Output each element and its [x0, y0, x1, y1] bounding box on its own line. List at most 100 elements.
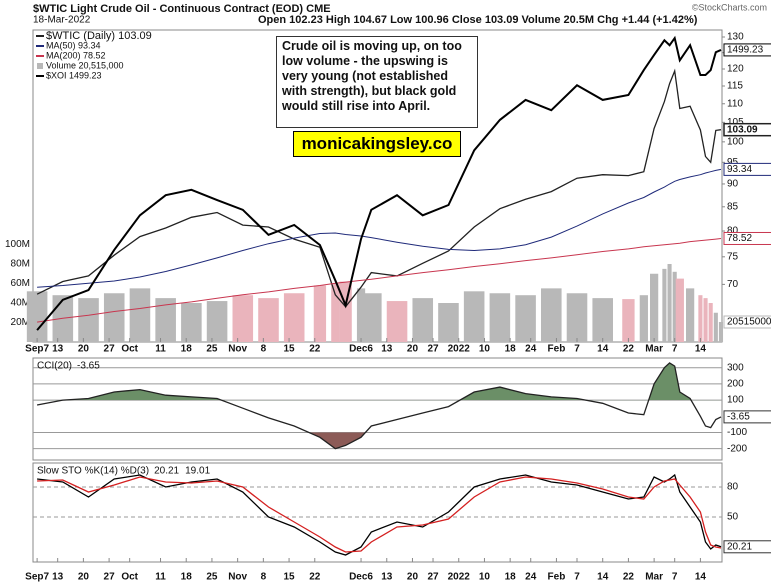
- y-tick-label: 80: [727, 482, 739, 493]
- volume-bar: [686, 288, 695, 342]
- y-tick-label: 110: [727, 98, 743, 109]
- y-tick-label: 130: [727, 32, 744, 43]
- panel-title: Slow STO %K(14) %D(3): [37, 466, 149, 477]
- x-tick-label: Oct: [121, 344, 138, 355]
- last-value-label: 78.52: [727, 233, 752, 244]
- y-tick-label: 80: [727, 226, 739, 237]
- volume-bar: [155, 298, 176, 342]
- x-tick-label: 18: [505, 344, 517, 355]
- volume-bar: [386, 301, 408, 342]
- x-tick-label: 13: [381, 344, 393, 355]
- last-value-box: [723, 43, 771, 57]
- x-tick-label: 10: [479, 344, 491, 355]
- y-tick-label: 100: [727, 395, 744, 406]
- volume-bar: [412, 298, 434, 342]
- x-tick-label: 22: [623, 572, 635, 583]
- panel-title: CCI(20): [37, 361, 72, 372]
- x-tick-label: 18: [181, 344, 193, 355]
- volume-bar: [515, 295, 536, 342]
- legend-label: MA(200) 78.52: [46, 50, 106, 60]
- volume-bar: [622, 299, 635, 342]
- x-tick-label: 24: [525, 344, 537, 355]
- sto-panel: [32, 462, 723, 563]
- x-tick-label: 20: [78, 344, 90, 355]
- annotation: Crude oil is moving up, on too low volum…: [276, 36, 478, 128]
- source: ©StockCharts.com: [692, 2, 767, 12]
- x-tick-label: 15: [283, 572, 295, 583]
- x-tick-label: 27: [104, 572, 116, 583]
- volume-bar: [283, 293, 305, 342]
- y-tick-label: 85: [727, 201, 739, 212]
- x-tick-label: 10: [479, 572, 491, 583]
- x-tick-label: 27: [104, 344, 116, 355]
- last-value-label: 1499.23: [727, 45, 764, 56]
- volume-bar: [667, 264, 672, 342]
- volume-tick-label: 40M: [11, 298, 30, 309]
- y-tick-label: 200: [727, 379, 744, 390]
- volume-bar: [331, 283, 340, 342]
- volume-bar: [129, 288, 151, 342]
- y-tick-label: 70: [727, 279, 739, 290]
- volume-bar: [662, 268, 667, 342]
- x-tick-label: 22: [623, 344, 635, 355]
- legend-label: $XOI 1499.23: [46, 70, 102, 80]
- x-tick-label: 13: [381, 572, 393, 583]
- quote: Open 102.23 High 104.67 Low 100.96 Close…: [258, 14, 698, 26]
- volume-tick-label: 60M: [11, 278, 30, 289]
- volume-bar: [675, 278, 684, 342]
- legend-swatch: [37, 63, 43, 69]
- volume-bar: [258, 298, 279, 342]
- x-tick-label: Feb: [548, 572, 566, 583]
- last-value-box: [723, 231, 771, 245]
- x-tick-label: 14: [597, 572, 609, 583]
- x-tick-label: 7: [574, 572, 580, 583]
- x-tick-label: 22: [309, 572, 321, 583]
- last-value-box: [723, 540, 771, 554]
- panel-last-value: -3.65: [77, 361, 100, 372]
- volume-tick-label: 100M: [5, 239, 30, 250]
- last-value-label: 103.09: [727, 124, 758, 135]
- y-tick-label: 300: [727, 362, 744, 373]
- y-tick-label: 90: [727, 179, 739, 190]
- x-tick-label: 25: [206, 344, 218, 355]
- y-tick-label: 95: [727, 157, 739, 168]
- volume-bar: [206, 301, 228, 342]
- series-line: [37, 168, 722, 288]
- chart-title: $WTIC Light Crude Oil - Continuous Contr…: [33, 3, 331, 15]
- panel-last-value: 19.01: [185, 466, 210, 477]
- x-tick-label: 18: [505, 572, 517, 583]
- x-tick-label: Nov: [228, 572, 247, 583]
- chart-date: 18-Mar-2022: [33, 15, 91, 26]
- volume-bar: [232, 295, 254, 342]
- last-value-box: [723, 410, 771, 424]
- volume-bar: [361, 293, 382, 342]
- y-tick-label: 120: [727, 64, 744, 75]
- volume-bar: [181, 303, 202, 342]
- x-tick-label: 2022: [448, 344, 471, 355]
- x-tick-label: 8: [261, 572, 267, 583]
- legend-label: $WTIC (Daily) 103.09: [46, 30, 152, 42]
- x-tick-label: Mar: [645, 572, 663, 583]
- volume-bar: [103, 293, 125, 342]
- y-tick-label: -100: [727, 427, 747, 438]
- x-tick-label: 27: [427, 572, 439, 583]
- x-tick-label: 13: [52, 344, 64, 355]
- volume-tick-label: 20M: [11, 317, 30, 328]
- legend-label: MA(50) 93.34: [46, 40, 101, 50]
- volume-bar: [489, 293, 511, 342]
- volume-bar: [650, 273, 659, 342]
- x-tick-label: Mar: [645, 344, 663, 355]
- x-tick-label: Dec6: [349, 344, 373, 355]
- last-value-label: 20515000: [727, 317, 771, 328]
- y-tick-label: 105: [727, 117, 744, 128]
- volume-tick-label: 80M: [11, 259, 30, 270]
- y-tick-label: 50: [727, 512, 739, 523]
- x-tick-label: 7: [672, 344, 678, 355]
- x-tick-label: 8: [261, 344, 267, 355]
- x-tick-label: 22: [309, 344, 321, 355]
- volume-bar: [718, 321, 724, 342]
- indicator-line: [37, 476, 722, 553]
- x-tick-label: 20: [407, 344, 419, 355]
